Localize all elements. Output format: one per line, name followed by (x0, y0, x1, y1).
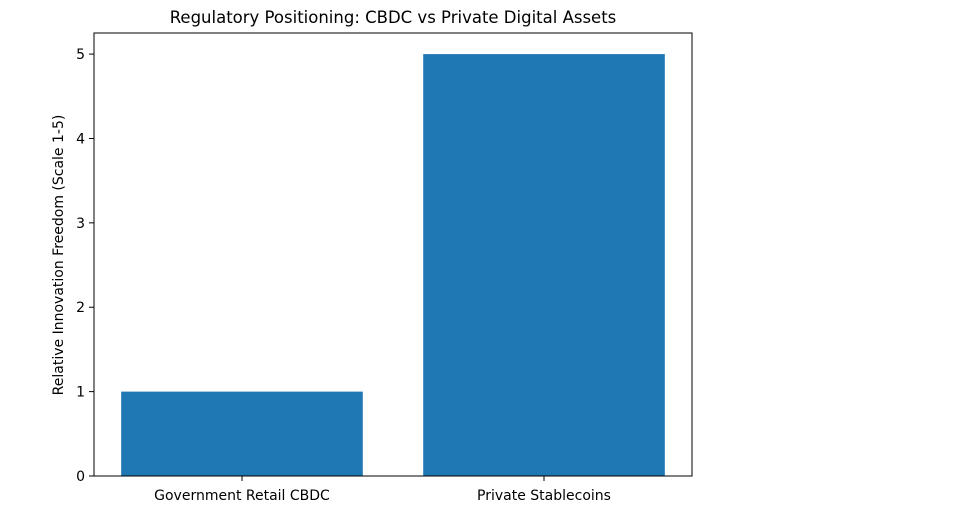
y-tick-label: 0 (76, 469, 85, 485)
chart-title: Regulatory Positioning: CBDC vs Private … (170, 8, 617, 27)
bar-0 (121, 391, 363, 476)
x-tick-label: Government Retail CBDC (154, 488, 330, 504)
y-tick-label: 3 (76, 216, 85, 232)
y-tick-label: 1 (76, 385, 85, 401)
y-tick-label: 2 (76, 300, 85, 316)
y-axis-label: Relative Innovation Freedom (Scale 1-5) (51, 115, 67, 396)
y-tick-label: 4 (76, 131, 85, 147)
y-ticks-group: 0 1 2 3 4 5 (76, 47, 94, 485)
bar-1 (423, 54, 665, 476)
x-ticks-group: Government Retail CBDC Private Stablecoin… (154, 476, 611, 504)
plot-frame (93, 32, 693, 477)
x-tick-label: Private Stablecoins (477, 488, 611, 504)
bars-group (121, 54, 665, 476)
y-tick-label: 5 (76, 47, 85, 63)
